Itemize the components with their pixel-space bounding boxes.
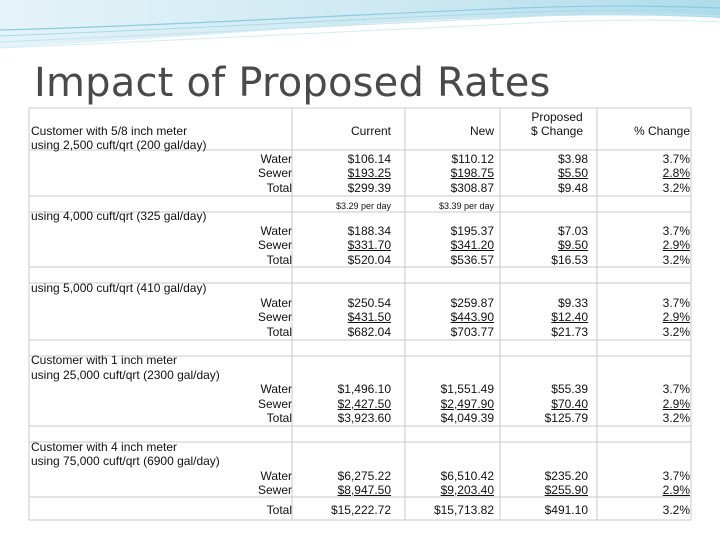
row-label-sewer: Sewer (257, 238, 292, 252)
row-label-total: Total (266, 325, 292, 339)
current-total: $299.39 (347, 181, 391, 195)
pct-total: 3.2% (662, 325, 690, 339)
current-water: $250.54 (347, 296, 391, 310)
section-subtitle: using 75,000 cuft/qrt (6900 gal/day) (31, 454, 220, 468)
new-per-day: $3.39 per day (438, 201, 494, 211)
pct-water: 3.7% (662, 296, 690, 310)
current-sewer: $431.50 (347, 310, 391, 324)
current-total: $3,923.60 (337, 411, 391, 425)
row-label-water: Water (260, 296, 292, 310)
current-sewer: $2,427.50 (337, 397, 391, 411)
page-title: Impact of Proposed Rates (34, 60, 551, 106)
row-label-sewer: Sewer (257, 483, 292, 497)
row-label-sewer: Sewer (257, 310, 292, 324)
row-label-total: Total (266, 411, 292, 425)
current-total: $15,222.72 (330, 503, 391, 517)
new-water: $1,551.49 (440, 382, 494, 396)
current-sewer: $8,947.50 (337, 483, 391, 497)
pct-sewer: 2.8% (662, 166, 690, 180)
header-proposed-change-line2: $ Change (530, 124, 584, 138)
current-total: $682.04 (347, 325, 391, 339)
new-water: $6,510.42 (440, 469, 494, 483)
pct-total: 3.2% (662, 411, 690, 425)
section-title: using 4,000 cuft/qrt (325 gal/day) (31, 209, 207, 223)
change-water: $55.39 (551, 382, 588, 396)
new-sewer: $9,203.40 (440, 483, 494, 497)
header-current: Current (350, 124, 391, 138)
pct-sewer: 2.9% (662, 310, 690, 324)
row-label-sewer: Sewer (257, 166, 292, 180)
pct-total: 3.2% (662, 253, 690, 267)
header-proposed-change-line1: Proposed (531, 110, 583, 124)
pct-water: 3.7% (662, 382, 690, 396)
pct-water: 3.7% (662, 224, 690, 238)
current-water: $106.14 (347, 152, 391, 166)
header-swoosh-decoration (0, 0, 720, 49)
new-total: $4,049.39 (440, 411, 494, 425)
change-sewer: $9.50 (557, 238, 588, 252)
current-total: $520.04 (347, 253, 391, 267)
current-water: $6,275.22 (337, 469, 391, 483)
row-label-total: Total (266, 253, 292, 267)
change-sewer: $255.90 (544, 483, 588, 497)
pct-total: 3.2% (662, 503, 690, 517)
pct-sewer: 2.9% (662, 397, 690, 411)
new-sewer: $341.20 (450, 238, 494, 252)
row-label-total: Total (266, 181, 292, 195)
pct-water: 3.7% (662, 152, 690, 166)
pct-sewer: 2.9% (662, 238, 690, 252)
row-label-water: Water (260, 152, 292, 166)
row-label-water: Water (260, 469, 292, 483)
change-water: $3.98 (557, 152, 588, 166)
current-water: $1,496.10 (337, 382, 391, 396)
header-proposed-change: Proposed $ Change (513, 110, 601, 138)
change-sewer: $70.40 (551, 397, 588, 411)
current-sewer: $331.70 (347, 238, 391, 252)
change-sewer: $12.40 (551, 310, 588, 324)
current-water: $188.34 (347, 224, 391, 238)
current-per-day: $3.29 per day (335, 201, 391, 211)
change-total: $9.48 (557, 181, 588, 195)
section-title: Customer with 1 inch meter (31, 353, 178, 367)
new-sewer: $443.90 (450, 310, 494, 324)
new-sewer: $2,497.90 (440, 397, 494, 411)
change-total: $16.53 (551, 253, 588, 267)
change-total: $21.73 (551, 325, 588, 339)
new-total: $536.57 (450, 253, 494, 267)
row-label-total: Total (266, 503, 292, 517)
new-total: $703.77 (450, 325, 494, 339)
section-title: using 5,000 cuft/qrt (410 gal/day) (31, 281, 207, 295)
new-sewer: $198.75 (450, 166, 494, 180)
new-water: $110.12 (451, 152, 495, 166)
new-water: $195.37 (450, 224, 494, 238)
change-total: $491.10 (544, 503, 588, 517)
section-title: Customer with 4 inch meter (31, 440, 178, 454)
change-water: $9.33 (557, 296, 588, 310)
row-label-sewer: Sewer (257, 397, 292, 411)
current-sewer: $193.25 (347, 166, 391, 180)
pct-sewer: 2.9% (662, 483, 690, 497)
new-water: $259.87 (450, 296, 494, 310)
section-subtitle: using 2,500 cuft/qrt (200 gal/day) (31, 138, 207, 152)
new-total: $15,713.82 (433, 503, 494, 517)
change-water: $7.03 (557, 224, 588, 238)
row-label-water: Water (260, 382, 292, 396)
section-title: Customer with 5/8 inch meter (31, 124, 188, 138)
pct-water: 3.7% (662, 469, 690, 483)
section-subtitle: using 25,000 cuft/qrt (2300 gal/day) (31, 368, 220, 382)
header-new: New (469, 124, 494, 138)
change-sewer: $5.50 (557, 166, 588, 180)
header-pct-change: % Change (633, 124, 690, 138)
change-water: $235.20 (544, 469, 588, 483)
change-total: $125.79 (544, 411, 588, 425)
row-label-water: Water (260, 224, 292, 238)
new-total: $308.87 (450, 181, 494, 195)
pct-total: 3.2% (662, 181, 690, 195)
